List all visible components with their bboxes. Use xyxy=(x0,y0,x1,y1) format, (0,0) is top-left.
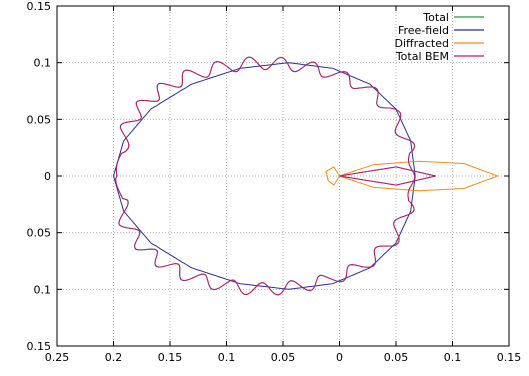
axis-ticks: 0.25 0.2 0.15 0.1 0.05 0 0.05 0.1 0.15 0.15 0.1 0.0… xyxy=(27,0,522,364)
y-tick-label: 0.1 xyxy=(34,283,52,296)
series-line-diffracted xyxy=(325,160,500,192)
x-tick-label: 0.05 xyxy=(271,351,296,364)
legend-label: Free-field xyxy=(398,24,449,37)
series-spike-total-bem xyxy=(339,166,436,186)
legend-label: Total BEM xyxy=(395,50,449,63)
y-tick-label: 0.15 xyxy=(27,340,52,353)
x-tick-label: 0.05 xyxy=(384,351,409,364)
y-tick-label: 0.05 xyxy=(27,113,52,126)
x-tick-label: 0.15 xyxy=(158,351,183,364)
grid-lines xyxy=(57,6,509,346)
x-tick-label: 0 xyxy=(336,351,343,364)
y-tick-label: 0.15 xyxy=(27,0,52,13)
legend-label: Diffracted xyxy=(395,37,449,50)
x-tick-label: 0.25 xyxy=(45,351,70,364)
y-tick-label: 0.1 xyxy=(34,57,52,70)
x-tick-label: 0.2 xyxy=(105,351,123,364)
y-tick-label: 0.05 xyxy=(27,227,52,240)
x-tick-label: 0.1 xyxy=(444,351,462,364)
legend-label: Total xyxy=(422,11,449,24)
series-line-total xyxy=(115,56,416,296)
series-lines xyxy=(113,56,500,296)
y-tick-label: 0 xyxy=(44,170,51,183)
x-tick-label: 0.15 xyxy=(497,351,522,364)
x-tick-label: 0.1 xyxy=(218,351,236,364)
series-line-total-bem xyxy=(115,56,416,296)
